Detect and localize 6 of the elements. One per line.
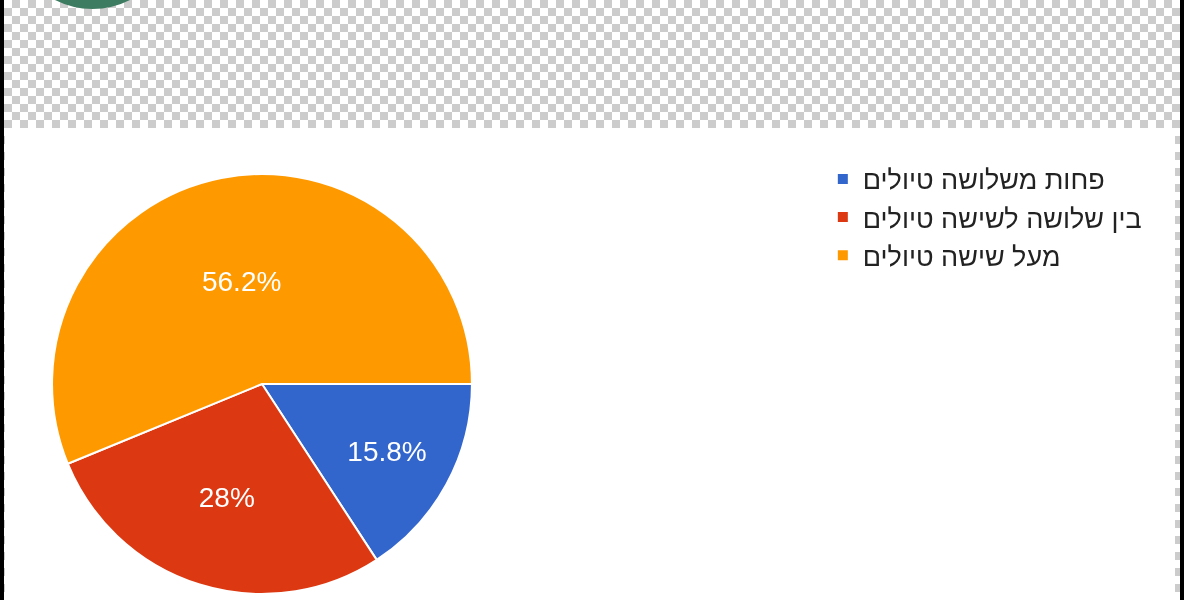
legend-label: מעל שישה טיולים	[862, 241, 1061, 272]
data-label: 28%	[198, 481, 255, 513]
legend-label: בין שלושה לשישה טיולים	[862, 203, 1142, 234]
data-label: 56.2%	[201, 265, 282, 297]
legend-label: פחות משלושה טיולים	[862, 165, 1105, 196]
data-label: 15.8%	[347, 436, 427, 468]
